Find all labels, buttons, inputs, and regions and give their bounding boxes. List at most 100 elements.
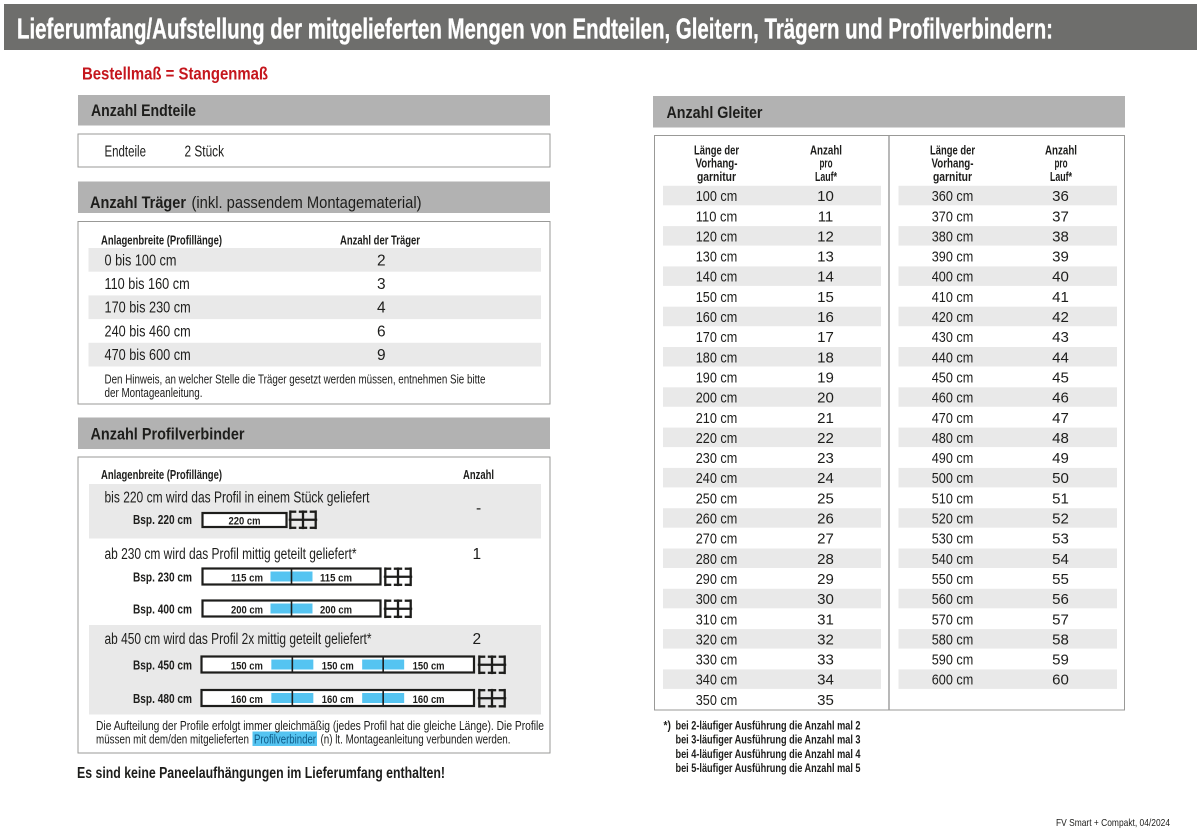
- svg-text:150 cm: 150 cm: [413, 661, 445, 673]
- svg-text:Bsp. 230 cm: Bsp. 230 cm: [133, 570, 192, 585]
- svg-text:Es sind keine Paneelaufhängung: Es sind keine Paneelaufhängungen im Lief…: [77, 765, 445, 782]
- svg-text:*): *): [664, 718, 671, 732]
- svg-text:Anzahl Gleiter: Anzahl Gleiter: [667, 103, 763, 122]
- svg-text:220 cm: 220 cm: [696, 430, 738, 447]
- svg-text:Die Aufteilung der Profile erf: Die Aufteilung der Profile erfolgt immer…: [96, 718, 544, 733]
- svg-text:Anlagenbreite (Profillänge): Anlagenbreite (Profillänge): [101, 467, 222, 482]
- svg-text:115 cm: 115 cm: [320, 573, 352, 585]
- svg-text:25: 25: [817, 490, 834, 507]
- svg-text:2: 2: [473, 631, 482, 648]
- svg-text:58: 58: [1052, 631, 1069, 648]
- svg-text:13: 13: [817, 249, 834, 266]
- svg-text:Lauf*: Lauf*: [1050, 170, 1072, 184]
- svg-text:370 cm: 370 cm: [932, 208, 974, 225]
- svg-text:160 cm: 160 cm: [322, 694, 354, 706]
- svg-text:28: 28: [817, 551, 834, 568]
- svg-text:Anlagenbreite (Profillänge): Anlagenbreite (Profillänge): [101, 233, 222, 248]
- svg-text:540 cm: 540 cm: [932, 551, 974, 568]
- svg-text:Lieferumfang/Aufstellung der m: Lieferumfang/Aufstellung der mitgeliefer…: [17, 14, 1053, 46]
- svg-text:340 cm: 340 cm: [696, 672, 738, 689]
- svg-text:115 cm: 115 cm: [231, 573, 263, 585]
- svg-text:56: 56: [1052, 591, 1069, 608]
- svg-text:20: 20: [817, 390, 834, 407]
- svg-text:240 bis 460 cm: 240 bis 460 cm: [105, 323, 191, 340]
- svg-text:müssen mit dem/den mitgeliefer: müssen mit dem/den mitgelieferten: [96, 732, 249, 747]
- svg-text:150 cm: 150 cm: [322, 661, 354, 673]
- svg-text:Anzahl: Anzahl: [1045, 143, 1077, 157]
- svg-text:36: 36: [1052, 188, 1069, 205]
- svg-text:420 cm: 420 cm: [932, 309, 974, 326]
- svg-text:43: 43: [1052, 329, 1069, 346]
- svg-text:16: 16: [817, 309, 834, 326]
- svg-text:390 cm: 390 cm: [932, 249, 974, 266]
- svg-text:160 cm: 160 cm: [696, 309, 738, 326]
- svg-text:Anzahl Träger: Anzahl Träger: [90, 193, 186, 212]
- svg-text:120 cm: 120 cm: [696, 228, 738, 245]
- svg-text:400 cm: 400 cm: [932, 269, 974, 286]
- svg-text:der Montageanleitung.: der Montageanleitung.: [105, 386, 203, 400]
- svg-text:60: 60: [1052, 672, 1069, 689]
- svg-text:24: 24: [817, 470, 834, 487]
- svg-text:21: 21: [817, 410, 834, 427]
- svg-text:bis 220 cm wird das Profil in: bis 220 cm wird das Profil in einem Stüc…: [105, 490, 371, 507]
- svg-text:520 cm: 520 cm: [932, 511, 974, 528]
- svg-text:34: 34: [817, 672, 834, 689]
- svg-text:53: 53: [1052, 531, 1069, 548]
- svg-text:12: 12: [817, 228, 834, 245]
- svg-text:590 cm: 590 cm: [932, 652, 974, 669]
- svg-text:560 cm: 560 cm: [932, 591, 974, 608]
- svg-text:320 cm: 320 cm: [696, 631, 738, 648]
- svg-text:600 cm: 600 cm: [932, 672, 974, 689]
- svg-text:23: 23: [817, 450, 834, 467]
- svg-text:440 cm: 440 cm: [932, 349, 974, 366]
- svg-text:27: 27: [817, 531, 834, 548]
- svg-text:51: 51: [1052, 490, 1069, 507]
- svg-text:Länge der: Länge der: [694, 143, 739, 157]
- svg-text:50: 50: [1052, 470, 1069, 487]
- svg-text:Bsp. 450 cm: Bsp. 450 cm: [133, 658, 192, 673]
- svg-text:510 cm: 510 cm: [932, 490, 974, 507]
- svg-text:530 cm: 530 cm: [932, 531, 974, 548]
- svg-text:310 cm: 310 cm: [696, 611, 738, 628]
- svg-text:170 bis 230 cm: 170 bis 230 cm: [105, 300, 191, 317]
- svg-text:150 cm: 150 cm: [231, 661, 263, 673]
- svg-text:9: 9: [377, 347, 386, 364]
- svg-text:Den Hinweis, an welcher Stelle: Den Hinweis, an welcher Stelle die Träge…: [105, 373, 486, 387]
- svg-text:35: 35: [817, 692, 834, 709]
- svg-text:38: 38: [1052, 228, 1069, 245]
- svg-text:22: 22: [817, 430, 834, 447]
- svg-text:57: 57: [1052, 611, 1069, 628]
- svg-text:580 cm: 580 cm: [932, 631, 974, 648]
- svg-text:Anzahl der Träger: Anzahl der Träger: [340, 233, 420, 248]
- svg-text:19: 19: [817, 369, 834, 386]
- svg-text:42: 42: [1052, 309, 1069, 326]
- svg-text:(inkl. passendem Montagemateri: (inkl. passendem Montagematerial): [192, 193, 422, 212]
- svg-text:570 cm: 570 cm: [932, 611, 974, 628]
- svg-text:26: 26: [817, 511, 834, 528]
- svg-text:2: 2: [377, 252, 386, 269]
- svg-text:(n) lt. Montageanleitung verbu: (n) lt. Montageanleitung verbunden werde…: [321, 732, 511, 747]
- svg-text:200 cm: 200 cm: [320, 605, 352, 617]
- svg-text:300 cm: 300 cm: [696, 591, 738, 608]
- svg-text:240 cm: 240 cm: [696, 470, 738, 487]
- svg-text:480 cm: 480 cm: [932, 430, 974, 447]
- svg-text:100 cm: 100 cm: [696, 188, 738, 205]
- svg-text:160 cm: 160 cm: [413, 694, 445, 706]
- svg-text:230 cm: 230 cm: [696, 450, 738, 467]
- svg-text:bei 3-läufiger Ausführung die: bei 3-läufiger Ausführung die Anzahl mal…: [676, 733, 861, 747]
- svg-text:40: 40: [1052, 269, 1069, 286]
- svg-text:15: 15: [817, 289, 834, 306]
- svg-text:11: 11: [818, 208, 834, 225]
- svg-text:Anzahl: Anzahl: [810, 143, 842, 157]
- svg-text:31: 31: [817, 611, 834, 628]
- svg-text:360 cm: 360 cm: [932, 188, 974, 205]
- svg-text:550 cm: 550 cm: [932, 571, 974, 588]
- svg-text:Endteile: Endteile: [105, 144, 147, 161]
- svg-text:Bestellmaß = Stangenmaß: Bestellmaß = Stangenmaß: [82, 64, 268, 84]
- svg-text:bei 5-läufiger Ausführung die: bei 5-läufiger Ausführung die Anzahl mal…: [676, 761, 861, 775]
- svg-text:pro: pro: [1055, 157, 1068, 171]
- svg-text:210 cm: 210 cm: [696, 410, 738, 427]
- svg-text:290 cm: 290 cm: [696, 571, 738, 588]
- svg-text:garnitur: garnitur: [933, 170, 972, 184]
- svg-text:52: 52: [1052, 511, 1069, 528]
